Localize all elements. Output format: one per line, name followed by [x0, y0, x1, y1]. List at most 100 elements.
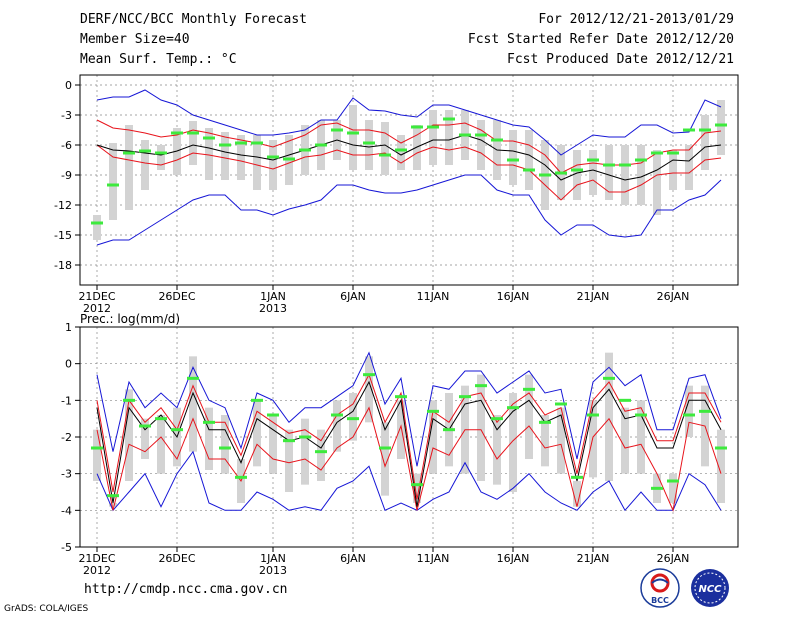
ncc-logo: NCC [691, 569, 729, 607]
precipitation-outer-upper-line [96, 351, 722, 467]
y-tick-label: -15 [54, 229, 72, 242]
range-box [365, 120, 373, 170]
temperature-outer-upper-line [96, 89, 722, 156]
x-tick-sublabel: 2012 [83, 564, 111, 577]
observed-mark [347, 131, 359, 135]
observed-mark [491, 417, 503, 421]
observed-mark [139, 424, 151, 428]
observed-mark [171, 428, 183, 432]
y-tick-label: 0 [65, 358, 72, 371]
produced-date: Fcst Produced Date 2012/12/21 [507, 52, 734, 67]
y-tick-label: -3 [61, 468, 72, 481]
range-box [157, 415, 165, 474]
x-tick-label: 21DEC [78, 290, 115, 303]
observed-mark [219, 143, 231, 147]
variable-label: Mean Surf. Temp.: °C [80, 52, 237, 67]
range-box [317, 429, 325, 481]
observed-mark [187, 376, 199, 380]
range-box [541, 415, 549, 467]
y-tick-label: -12 [54, 199, 72, 212]
range-box [349, 393, 357, 441]
observed-mark [299, 435, 311, 439]
x-tick-label: 11JAN [417, 552, 450, 565]
range-box [605, 145, 613, 200]
observed-mark [715, 446, 727, 450]
observed-mark [251, 141, 263, 145]
observed-mark [539, 420, 551, 424]
observed-mark [139, 149, 151, 153]
observed-mark [411, 483, 423, 487]
range-box [397, 135, 405, 170]
range-box [285, 429, 293, 492]
y-tick-label: -1 [61, 394, 72, 407]
grads-credit: GrADS: COLA/IGES [4, 604, 89, 614]
range-box [125, 125, 133, 210]
observed-mark [155, 151, 167, 155]
x-tick-label: 26JAN [657, 290, 690, 303]
range-box [109, 503, 117, 507]
range-box [269, 140, 277, 190]
observed-mark [427, 125, 439, 129]
range-box [525, 130, 533, 190]
temperature-median-line [96, 134, 722, 181]
range-box [157, 145, 165, 170]
range-box [669, 473, 677, 503]
range-box [189, 121, 197, 165]
range-box [557, 407, 565, 474]
range-box [205, 128, 213, 180]
observed-mark [555, 171, 567, 175]
observed-mark [347, 417, 359, 421]
range-box [109, 143, 117, 220]
precipitation-boxes [93, 352, 725, 507]
range-box [333, 400, 341, 452]
y-tick-label: -18 [54, 259, 72, 272]
temperature-outer-lower-line [96, 174, 722, 246]
range-box [621, 145, 629, 205]
range-box [637, 400, 645, 474]
observed-mark [555, 402, 567, 406]
observed-mark [443, 428, 455, 432]
footer-url[interactable]: http://cmdp.ncc.cma.gov.cn [84, 582, 288, 597]
observed-mark [331, 413, 343, 417]
x-tick-label: 26DEC [158, 290, 195, 303]
observed-mark [91, 446, 103, 450]
y-tick-label: -9 [61, 169, 72, 182]
observed-mark [603, 163, 615, 167]
x-tick-label: 26JAN [657, 552, 690, 565]
observed-mark [395, 395, 407, 399]
observed-mark [123, 398, 135, 402]
x-tick-label: 16JAN [497, 290, 530, 303]
range-box [253, 400, 261, 467]
precipitation-inner-lower-line [96, 406, 722, 513]
header-right: For 2012/12/21-2013/01/29 Fcst Started R… [468, 10, 734, 70]
x-tick-label: 21JAN [577, 290, 610, 303]
y-tick-label: -4 [61, 504, 72, 517]
observed-mark [523, 387, 535, 391]
observed-mark [91, 221, 103, 225]
range-box [477, 374, 485, 481]
range-box [125, 389, 133, 481]
start-date: Fcst Started Refer Date 2012/12/20 [467, 32, 734, 47]
range-box [605, 352, 613, 481]
range-box [349, 105, 357, 170]
range-box [589, 150, 597, 195]
y-tick-label: 1 [65, 321, 72, 334]
range-box [637, 145, 645, 205]
range-box [685, 385, 693, 437]
range-box [189, 356, 197, 452]
range-box [717, 100, 725, 155]
observed-mark [267, 155, 279, 159]
range-box [205, 407, 213, 470]
observed-mark [683, 128, 695, 132]
observed-mark [107, 183, 119, 187]
y-tick-label: -6 [61, 139, 72, 152]
x-tick-sublabel: 2012 [83, 302, 111, 315]
observed-mark [459, 133, 471, 137]
temperature-inner-lower-line [96, 144, 722, 201]
range-box [221, 415, 229, 474]
x-tick-label: 6JAN [340, 290, 366, 303]
observed-mark [427, 409, 439, 413]
range-box [413, 473, 421, 503]
forecast-title: DERF/NCC/BCC Monthly Forecast [80, 12, 307, 27]
